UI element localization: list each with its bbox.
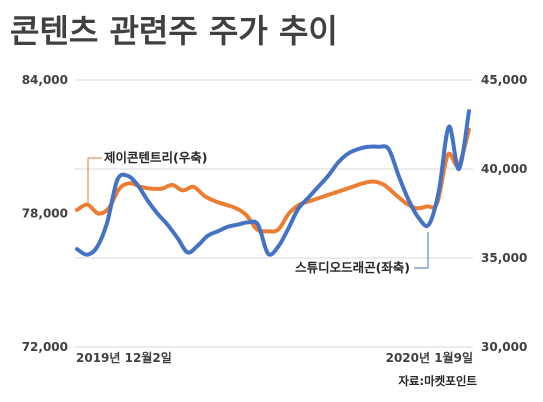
blue-series-label: 스튜디오드래곤(좌축): [295, 260, 410, 275]
blue-series-line: [75, 109, 471, 257]
gridlines: [75, 79, 473, 348]
series-layer: [75, 109, 471, 257]
right-tick-3: 45,000: [481, 73, 527, 87]
right-tick-0: 30,000: [481, 340, 527, 354]
orange-series-label: 제이콘텐트리(우축): [104, 150, 207, 165]
source-label: 자료:마켓포인트: [398, 374, 477, 388]
x-start-label: 2019년 12월2일: [76, 350, 172, 365]
left-axis: 72,000 78,000 84,000: [22, 73, 68, 354]
chart-title: 콘텐츠 관련주 주가 추이: [10, 12, 338, 50]
right-axis: 30,000 35,000 40,000 45,000: [481, 73, 527, 354]
series-callouts: 제이콘텐트리(우축) 스튜디오드래곤(좌축): [87, 150, 429, 275]
right-tick-2: 40,000: [481, 162, 527, 176]
left-tick-2: 84,000: [22, 73, 68, 87]
left-tick-1: 78,000: [22, 207, 68, 221]
left-tick-0: 72,000: [22, 340, 68, 354]
x-end-label: 2020년 1월9일: [386, 350, 473, 365]
right-tick-1: 35,000: [481, 251, 527, 265]
